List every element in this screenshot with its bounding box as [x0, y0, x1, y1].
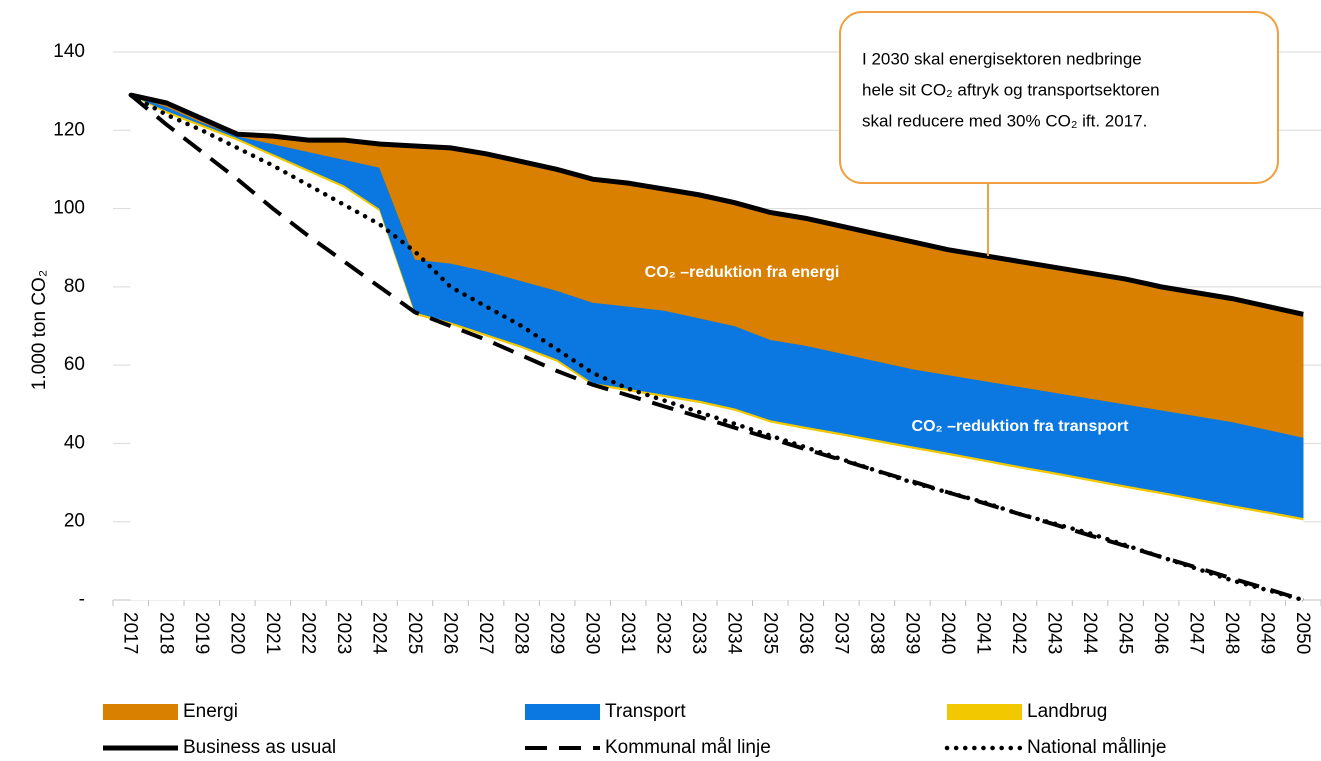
legend-label: Business as usual: [183, 737, 336, 758]
x-tick-label: 2017: [120, 612, 141, 654]
y-tick-label: 20: [64, 511, 85, 532]
legend-swatch: [947, 704, 1022, 720]
x-tick-label: 2040: [937, 612, 958, 654]
y-tick-label: 100: [53, 198, 85, 219]
x-tick-label: 2033: [688, 612, 709, 654]
x-tick-label: 2045: [1115, 612, 1136, 654]
callout-box: [839, 11, 1279, 184]
x-tick-label: 2047: [1186, 612, 1207, 654]
x-tick-label: 2032: [653, 612, 674, 654]
x-tick-label: 2039: [901, 612, 922, 654]
x-tick-label: 2044: [1079, 612, 1100, 655]
x-tick-label: 2031: [617, 612, 638, 654]
legend-label: Landbrug: [1027, 701, 1107, 722]
x-tick-label: 2029: [546, 612, 567, 654]
area-label: CO₂ –reduktion fra transport: [912, 418, 1130, 435]
y-tick-label: 80: [64, 276, 85, 297]
x-tick-label: 2018: [155, 612, 176, 654]
legend-label: National mållinje: [1027, 737, 1166, 758]
y-axis-title: 1.000 ton CO₂: [29, 270, 50, 390]
callout-text: skal reducere med 30% CO₂ ift. 2017.: [862, 111, 1147, 130]
callout-text: I 2030 skal energisektoren nedbringe: [862, 49, 1142, 68]
x-tick-label: 2038: [866, 612, 887, 654]
x-tick-label: 2037: [830, 612, 851, 654]
legend-swatch: [525, 704, 600, 720]
x-tick-label: 2036: [795, 612, 816, 654]
callout-text: hele sit CO₂ aftryk og transportsektoren: [862, 80, 1160, 99]
x-tick-label: 2022: [297, 612, 318, 654]
x-tick-label: 2028: [511, 612, 532, 654]
y-tick-label: 120: [53, 119, 85, 140]
y-tick-label: 40: [64, 432, 85, 453]
legend-swatch: [103, 704, 178, 720]
x-tick-label: 2043: [1044, 612, 1065, 654]
x-tick-label: 2048: [1221, 612, 1242, 654]
x-tick-label: 2035: [759, 612, 780, 654]
x-tick-label: 2026: [440, 612, 461, 654]
legend-label: Kommunal mål linje: [605, 737, 771, 758]
x-tick-label: 2027: [475, 612, 496, 654]
x-tick-label: 2030: [582, 612, 603, 654]
y-tick-label: 140: [53, 41, 85, 62]
x-tick-label: 2021: [262, 612, 283, 654]
line: [130, 92, 1304, 317]
x-tick-label: 2046: [1150, 612, 1171, 654]
legend-label: Energi: [183, 701, 238, 722]
y-tick-label: 60: [64, 354, 85, 375]
x-tick-label: 2041: [972, 612, 993, 654]
area-label: CO₂ –reduktion fra energi: [645, 264, 840, 281]
x-tick-label: 2034: [724, 612, 745, 655]
x-tick-label: 2020: [226, 612, 247, 654]
x-tick-label: 2019: [191, 612, 212, 654]
line: [128, 92, 1306, 603]
x-tick-label: 2050: [1292, 612, 1313, 654]
legend-label: Transport: [605, 701, 686, 722]
x-tick-label: 2042: [1008, 612, 1029, 654]
x-tick-label: 2049: [1257, 612, 1278, 654]
y-tick-label: -: [79, 589, 85, 610]
x-tick-label: 2023: [333, 612, 354, 654]
x-tick-label: 2025: [404, 612, 425, 654]
x-tick-label: 2024: [368, 612, 389, 655]
